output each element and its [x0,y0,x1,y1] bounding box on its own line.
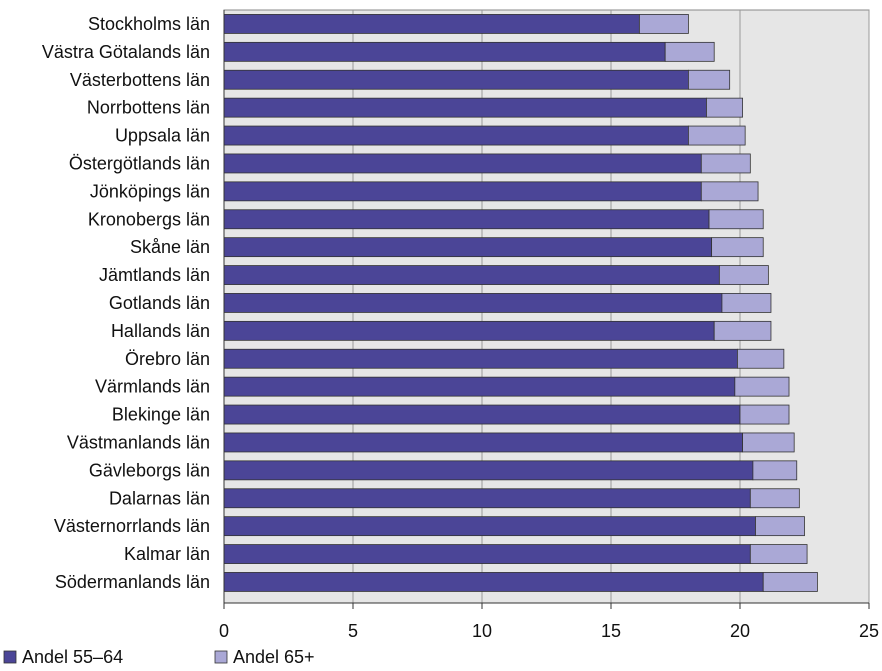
category-label: Södermanlands län [55,572,210,592]
category-label: Jönköpings län [90,181,210,201]
legend: Andel 55–64 Andel 65+ [3,647,315,667]
bar-segment-65-plus [713,320,772,341]
bars [223,14,818,592]
bar-segment-65-plus [688,69,731,90]
bar-segment-65-plus [749,488,800,509]
category-label: Kalmar län [124,544,210,564]
legend-swatch-55-64 [3,650,17,664]
bar-segment-65-plus [737,348,785,369]
bar-segment-65-plus [721,293,772,313]
category-label: Värmlands län [95,377,210,397]
bar-segment-55-64 [223,265,720,285]
bar-segment-55-64 [223,293,723,313]
bar-segment-65-plus [700,181,759,202]
category-labels: Stockholms län Västra Götalands län Väster… [42,14,210,592]
bar-segment-55-64 [223,404,741,425]
bar-segment-55-64 [223,488,751,509]
bar-segment-65-plus [708,209,764,230]
bar-segment-55-64 [223,97,707,118]
category-label: Västmanlands län [67,432,210,452]
bar-segment-65-plus [718,265,769,285]
bar-segment-55-64 [223,14,640,34]
category-label: Kronobergs län [88,209,210,229]
x-tick-label: 5 [348,621,358,641]
category-label: Östergötlands län [69,153,210,173]
bar-segment-65-plus [739,404,790,425]
bar-segment-65-plus [711,237,764,258]
bar-segment-65-plus [762,572,818,592]
legend-label-55-64: Andel 55–64 [22,647,123,667]
bar-segment-65-plus [706,97,743,118]
x-tick-label: 15 [601,621,621,641]
x-axis: 0 5 10 15 20 25 [219,10,879,641]
category-label: Gävleborgs län [89,460,210,480]
bar-segment-55-64 [223,516,756,537]
bar-segment-55-64 [223,460,754,481]
bar-segment-65-plus [700,153,751,174]
bar-segment-55-64 [223,41,666,62]
bar-segment-55-64 [223,320,715,341]
bar-segment-55-64 [223,376,736,397]
category-label: Västerbottens län [70,70,210,90]
category-label: Jämtlands län [99,265,210,285]
bar-segment-65-plus [638,14,689,34]
bar-segment-55-64 [223,209,710,230]
bar-segment-55-64 [223,572,764,592]
category-label: Västra Götalands län [42,42,210,62]
legend-swatch-65-plus [214,650,228,664]
category-label: Hallands län [111,321,210,341]
category-label: Dalarnas län [109,488,210,508]
bar-segment-65-plus [688,125,746,146]
legend-label-65-plus: Andel 65+ [233,647,315,667]
bar-segment-65-plus [749,544,808,564]
bar-segment-65-plus [734,376,790,397]
category-label: Västernorrlands län [54,516,210,536]
bar-segment-65-plus [742,432,795,453]
bar-segment-55-64 [223,432,743,453]
bar-segment-65-plus [752,460,798,481]
category-label: Gotlands län [109,293,210,313]
category-label: Uppsala län [115,126,210,146]
x-tick-label: 0 [219,621,229,641]
bar-segment-55-64 [223,153,702,174]
bar-segment-55-64 [223,348,738,369]
bar-segment-55-64 [223,237,713,258]
x-tick-label: 10 [472,621,492,641]
category-label: Skåne län [130,237,210,257]
bar-segment-65-plus [755,516,805,537]
bar-segment-65-plus [664,41,715,62]
category-label: Örebro län [125,349,210,369]
x-tick-label: 20 [730,621,750,641]
category-label: Stockholms län [88,14,210,34]
category-label: Blekinge län [112,405,210,425]
bar-segment-55-64 [223,125,689,146]
category-label: Norrbottens län [87,98,210,118]
bar-segment-55-64 [223,181,702,202]
x-tick-label: 25 [859,621,879,641]
bar-segment-55-64 [223,69,689,90]
bar-segment-55-64 [223,544,751,564]
